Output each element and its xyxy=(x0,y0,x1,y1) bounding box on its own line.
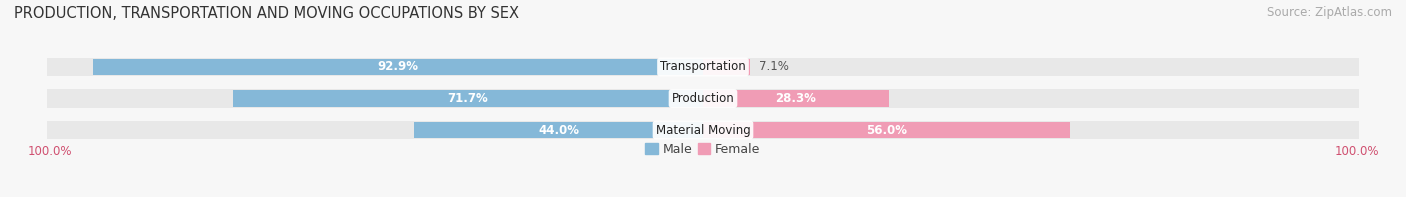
Bar xyxy=(703,59,749,75)
Bar xyxy=(46,89,1360,108)
Bar xyxy=(232,90,703,107)
Bar xyxy=(46,58,1360,76)
Text: 7.1%: 7.1% xyxy=(759,60,789,73)
Text: 100.0%: 100.0% xyxy=(1334,145,1379,158)
Text: 92.9%: 92.9% xyxy=(378,60,419,73)
Text: Transportation: Transportation xyxy=(661,60,745,73)
Text: 71.7%: 71.7% xyxy=(447,92,488,105)
Bar xyxy=(93,59,703,75)
Text: 44.0%: 44.0% xyxy=(538,124,579,137)
Text: Material Moving: Material Moving xyxy=(655,124,751,137)
Text: 28.3%: 28.3% xyxy=(775,92,817,105)
Bar xyxy=(415,122,703,138)
Bar xyxy=(703,90,889,107)
Text: 56.0%: 56.0% xyxy=(866,124,907,137)
Text: Production: Production xyxy=(672,92,734,105)
Text: 100.0%: 100.0% xyxy=(27,145,72,158)
Legend: Male, Female: Male, Female xyxy=(641,138,765,161)
Bar xyxy=(703,122,1070,138)
Bar xyxy=(46,121,1360,139)
Text: Source: ZipAtlas.com: Source: ZipAtlas.com xyxy=(1267,6,1392,19)
Text: PRODUCTION, TRANSPORTATION AND MOVING OCCUPATIONS BY SEX: PRODUCTION, TRANSPORTATION AND MOVING OC… xyxy=(14,6,519,21)
